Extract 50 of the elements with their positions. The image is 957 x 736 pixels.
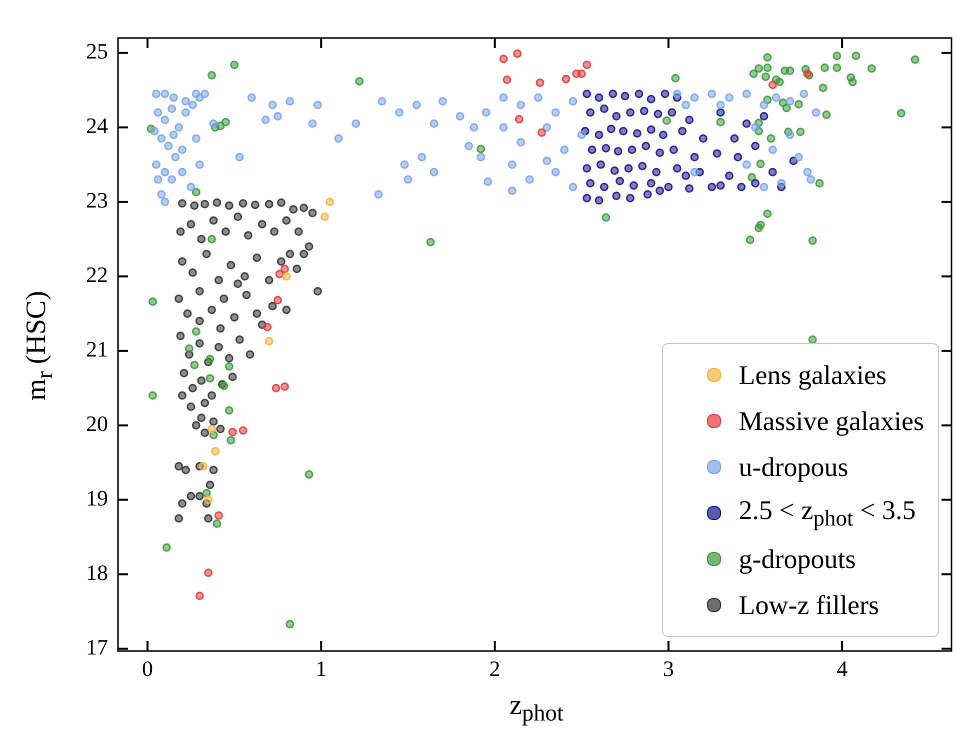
point [198, 462, 208, 471]
y-tick-label: 24 [86, 113, 108, 138]
point [228, 428, 237, 436]
point [195, 592, 204, 600]
point [537, 128, 546, 137]
point [768, 80, 777, 90]
point [210, 447, 220, 456]
legend-label: Low-z fillers [738, 590, 879, 620]
point [238, 426, 248, 435]
point [582, 60, 592, 70]
point [513, 49, 522, 58]
point [204, 568, 213, 578]
x-tick-label: 3 [662, 656, 674, 681]
x-axis-title: z$_{phot}$ [508, 690, 564, 728]
point [326, 198, 334, 206]
x-tick-label: 1 [316, 656, 327, 681]
y-tick-label: 20 [86, 411, 108, 436]
point [499, 54, 508, 64]
point [577, 70, 586, 78]
point [562, 74, 570, 84]
point [264, 336, 274, 346]
point [320, 212, 329, 222]
y-tick-label: 23 [86, 188, 108, 213]
legend-label: g-dropouts [738, 544, 856, 574]
point [208, 424, 216, 434]
point [275, 270, 284, 278]
legend-label: u-dropous [738, 452, 848, 482]
x-tick-label: 0 [142, 656, 154, 681]
y-tick-label: 21 [86, 336, 108, 362]
point [280, 382, 289, 391]
point [282, 272, 291, 281]
y-tick-label: 17 [86, 634, 108, 660]
point [272, 384, 280, 392]
x-tick-label: 4 [836, 656, 848, 681]
point [514, 114, 524, 124]
point [502, 75, 512, 84]
point [204, 496, 213, 504]
legend-label: Massive galaxies [738, 406, 924, 436]
point [263, 322, 272, 332]
point [214, 511, 223, 520]
y-tick-label: 18 [86, 560, 108, 586]
point [536, 78, 544, 87]
legend-label: Lens galaxies [738, 360, 886, 390]
legend-label: 2.5 < z$_{phot}$ < 3.5 [738, 494, 916, 532]
y-tick-label: 19 [86, 486, 108, 511]
y-tick-label: 22 [86, 262, 108, 288]
x-tick-label: 2 [489, 656, 500, 681]
point [280, 264, 289, 274]
y-tick-label: 25 [86, 38, 108, 64]
point [274, 296, 282, 304]
